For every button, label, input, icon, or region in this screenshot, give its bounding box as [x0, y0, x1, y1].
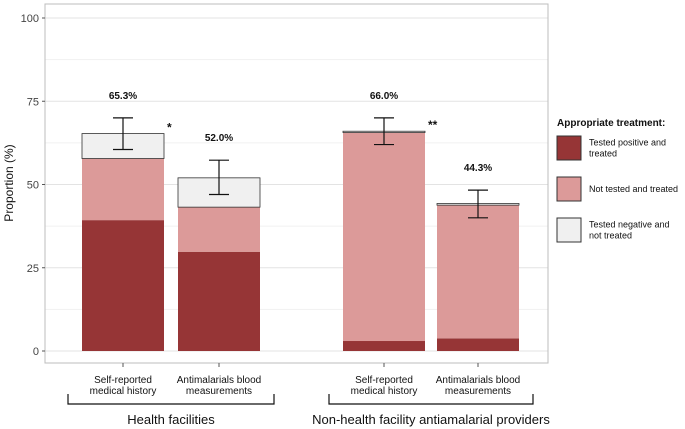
bar-group: 52.0% [177, 133, 261, 351]
group-label: Health facilities [127, 412, 215, 427]
bar-segment-not-tested-treated [82, 158, 164, 221]
category-label: Self-reported [94, 375, 152, 386]
total-label: 44.3% [464, 163, 492, 174]
category-label: Self-reported [355, 375, 413, 386]
legend-key-tested-positive-treated [556, 135, 582, 161]
legend-label: Not tested and treated [589, 184, 678, 194]
total-label: 65.3% [109, 91, 137, 102]
y-axis: 0 25 50 75 100 [21, 13, 45, 358]
y-tick-label: 75 [27, 96, 39, 108]
bar-segment-tested-positive-treated [82, 220, 164, 351]
legend-label: Tested negative and [589, 220, 670, 230]
y-axis-title: Proportion (%) [2, 144, 16, 221]
y-tick-label: 50 [27, 180, 39, 192]
bar-segment-tested-positive-treated [437, 338, 519, 351]
category-label: Antimalarials blood [177, 375, 262, 386]
bar-segment-tested-positive-treated [343, 341, 425, 351]
category-label: medical history [90, 386, 157, 397]
bars-layer: 65.3% * 52.0% 66.0% ** 44.3% [81, 91, 520, 351]
bar-segment-not-tested-treated [178, 207, 260, 252]
bar-segment-not-tested-treated [343, 132, 425, 342]
bar-group: 44.3% [436, 163, 520, 351]
group-bracket [67, 394, 275, 405]
total-label: 52.0% [205, 133, 233, 144]
y-tick-label: 100 [21, 13, 39, 25]
bar-group: 65.3% * [81, 91, 172, 351]
legend-title: Appropriate treatment: [557, 118, 665, 129]
category-label: Antimalarials blood [436, 375, 521, 386]
bar-group: 66.0% ** [342, 91, 438, 351]
significance-marker: ** [428, 118, 438, 132]
total-label: 66.0% [370, 91, 398, 102]
category-label: medical history [351, 386, 418, 397]
legend-key-tested-negative-not-treated [556, 217, 582, 243]
significance-marker: * [167, 121, 172, 135]
group-labels: Health facilities Non-health facility ant… [67, 394, 550, 427]
group-label: Non-health facility antiamalarial provid… [312, 412, 550, 427]
bar-segment-tested-positive-treated [178, 251, 260, 351]
group-bracket [328, 394, 534, 405]
plot-panel-border [44, 3, 549, 364]
legend: Appropriate treatment: Tested positive an… [556, 118, 678, 243]
legend-key-not-tested-treated [556, 176, 582, 202]
legend-label: not treated [589, 231, 632, 241]
category-label: measurements [186, 386, 252, 397]
bar-segment-not-tested-treated [437, 205, 519, 339]
category-label: measurements [445, 386, 511, 397]
legend-label: treated [589, 149, 617, 159]
y-tick-label: 0 [33, 346, 39, 358]
legend-label: Tested positive and [589, 138, 666, 148]
y-tick-label: 25 [27, 263, 39, 275]
